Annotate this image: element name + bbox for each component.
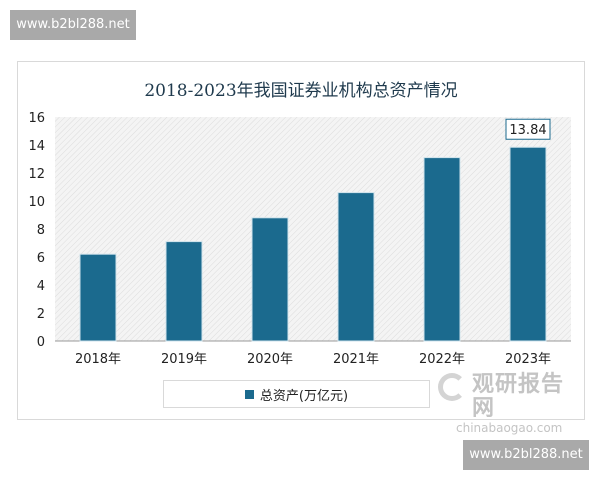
data-label: 13.84 — [509, 123, 546, 138]
y-tick-label: 8 — [37, 223, 45, 238]
y-tick-label: 2 — [37, 307, 45, 322]
brand-watermark: 观研报告网 chinabaogao.com — [438, 373, 584, 435]
watermark-bottom: www.b2bl288.net — [463, 440, 589, 470]
brand-cn: 观研报告网 — [472, 372, 565, 421]
bar-2020年 — [251, 217, 289, 342]
chart-card: 2018-2023年我国证券业机构总资产情况 0 2 4 6 8 10 12 14 16 2018… — [17, 61, 585, 435]
bar-2023年 — [509, 146, 547, 342]
y-tick-label: 0 — [37, 335, 45, 350]
y-tick-label: 14 — [28, 139, 45, 154]
legend-swatch — [244, 389, 254, 399]
y-tick-label: 12 — [28, 167, 45, 182]
x-tick-label: 2022年 — [419, 352, 465, 367]
bar-chart: 0 2 4 6 8 10 12 14 16 2018年 2019年 2020年 2021年 2022年 20… — [28, 111, 571, 367]
x-tick-label: 2018年 — [75, 352, 121, 367]
x-tick-label: 2021年 — [333, 352, 379, 367]
watermark-top: www.b2bl288.net — [10, 10, 136, 40]
x-tick-label: 2020年 — [247, 352, 293, 367]
brand-en: chinabaogao.com — [456, 421, 563, 435]
bar-2019年 — [165, 241, 203, 342]
x-tick-label: 2023年 — [505, 352, 551, 367]
bar-2018年 — [79, 253, 117, 342]
y-tick-label: 10 — [28, 195, 45, 210]
legend: 总资产(万亿元) — [163, 380, 430, 408]
bar-2022年 — [423, 157, 461, 342]
x-tick-label: 2019年 — [161, 352, 207, 367]
chart-title: 2018-2023年我国证券业机构总资产情况 — [144, 81, 458, 101]
y-tick-label: 6 — [37, 251, 45, 266]
bar-2021年 — [337, 192, 375, 342]
y-tick-label: 4 — [37, 279, 45, 294]
brand-logo-icon — [438, 373, 466, 401]
y-tick-label: 16 — [28, 111, 45, 126]
legend-label: 总资产(万亿元) — [259, 388, 349, 404]
data-label-box — [505, 118, 551, 140]
plot-area — [55, 117, 571, 341]
